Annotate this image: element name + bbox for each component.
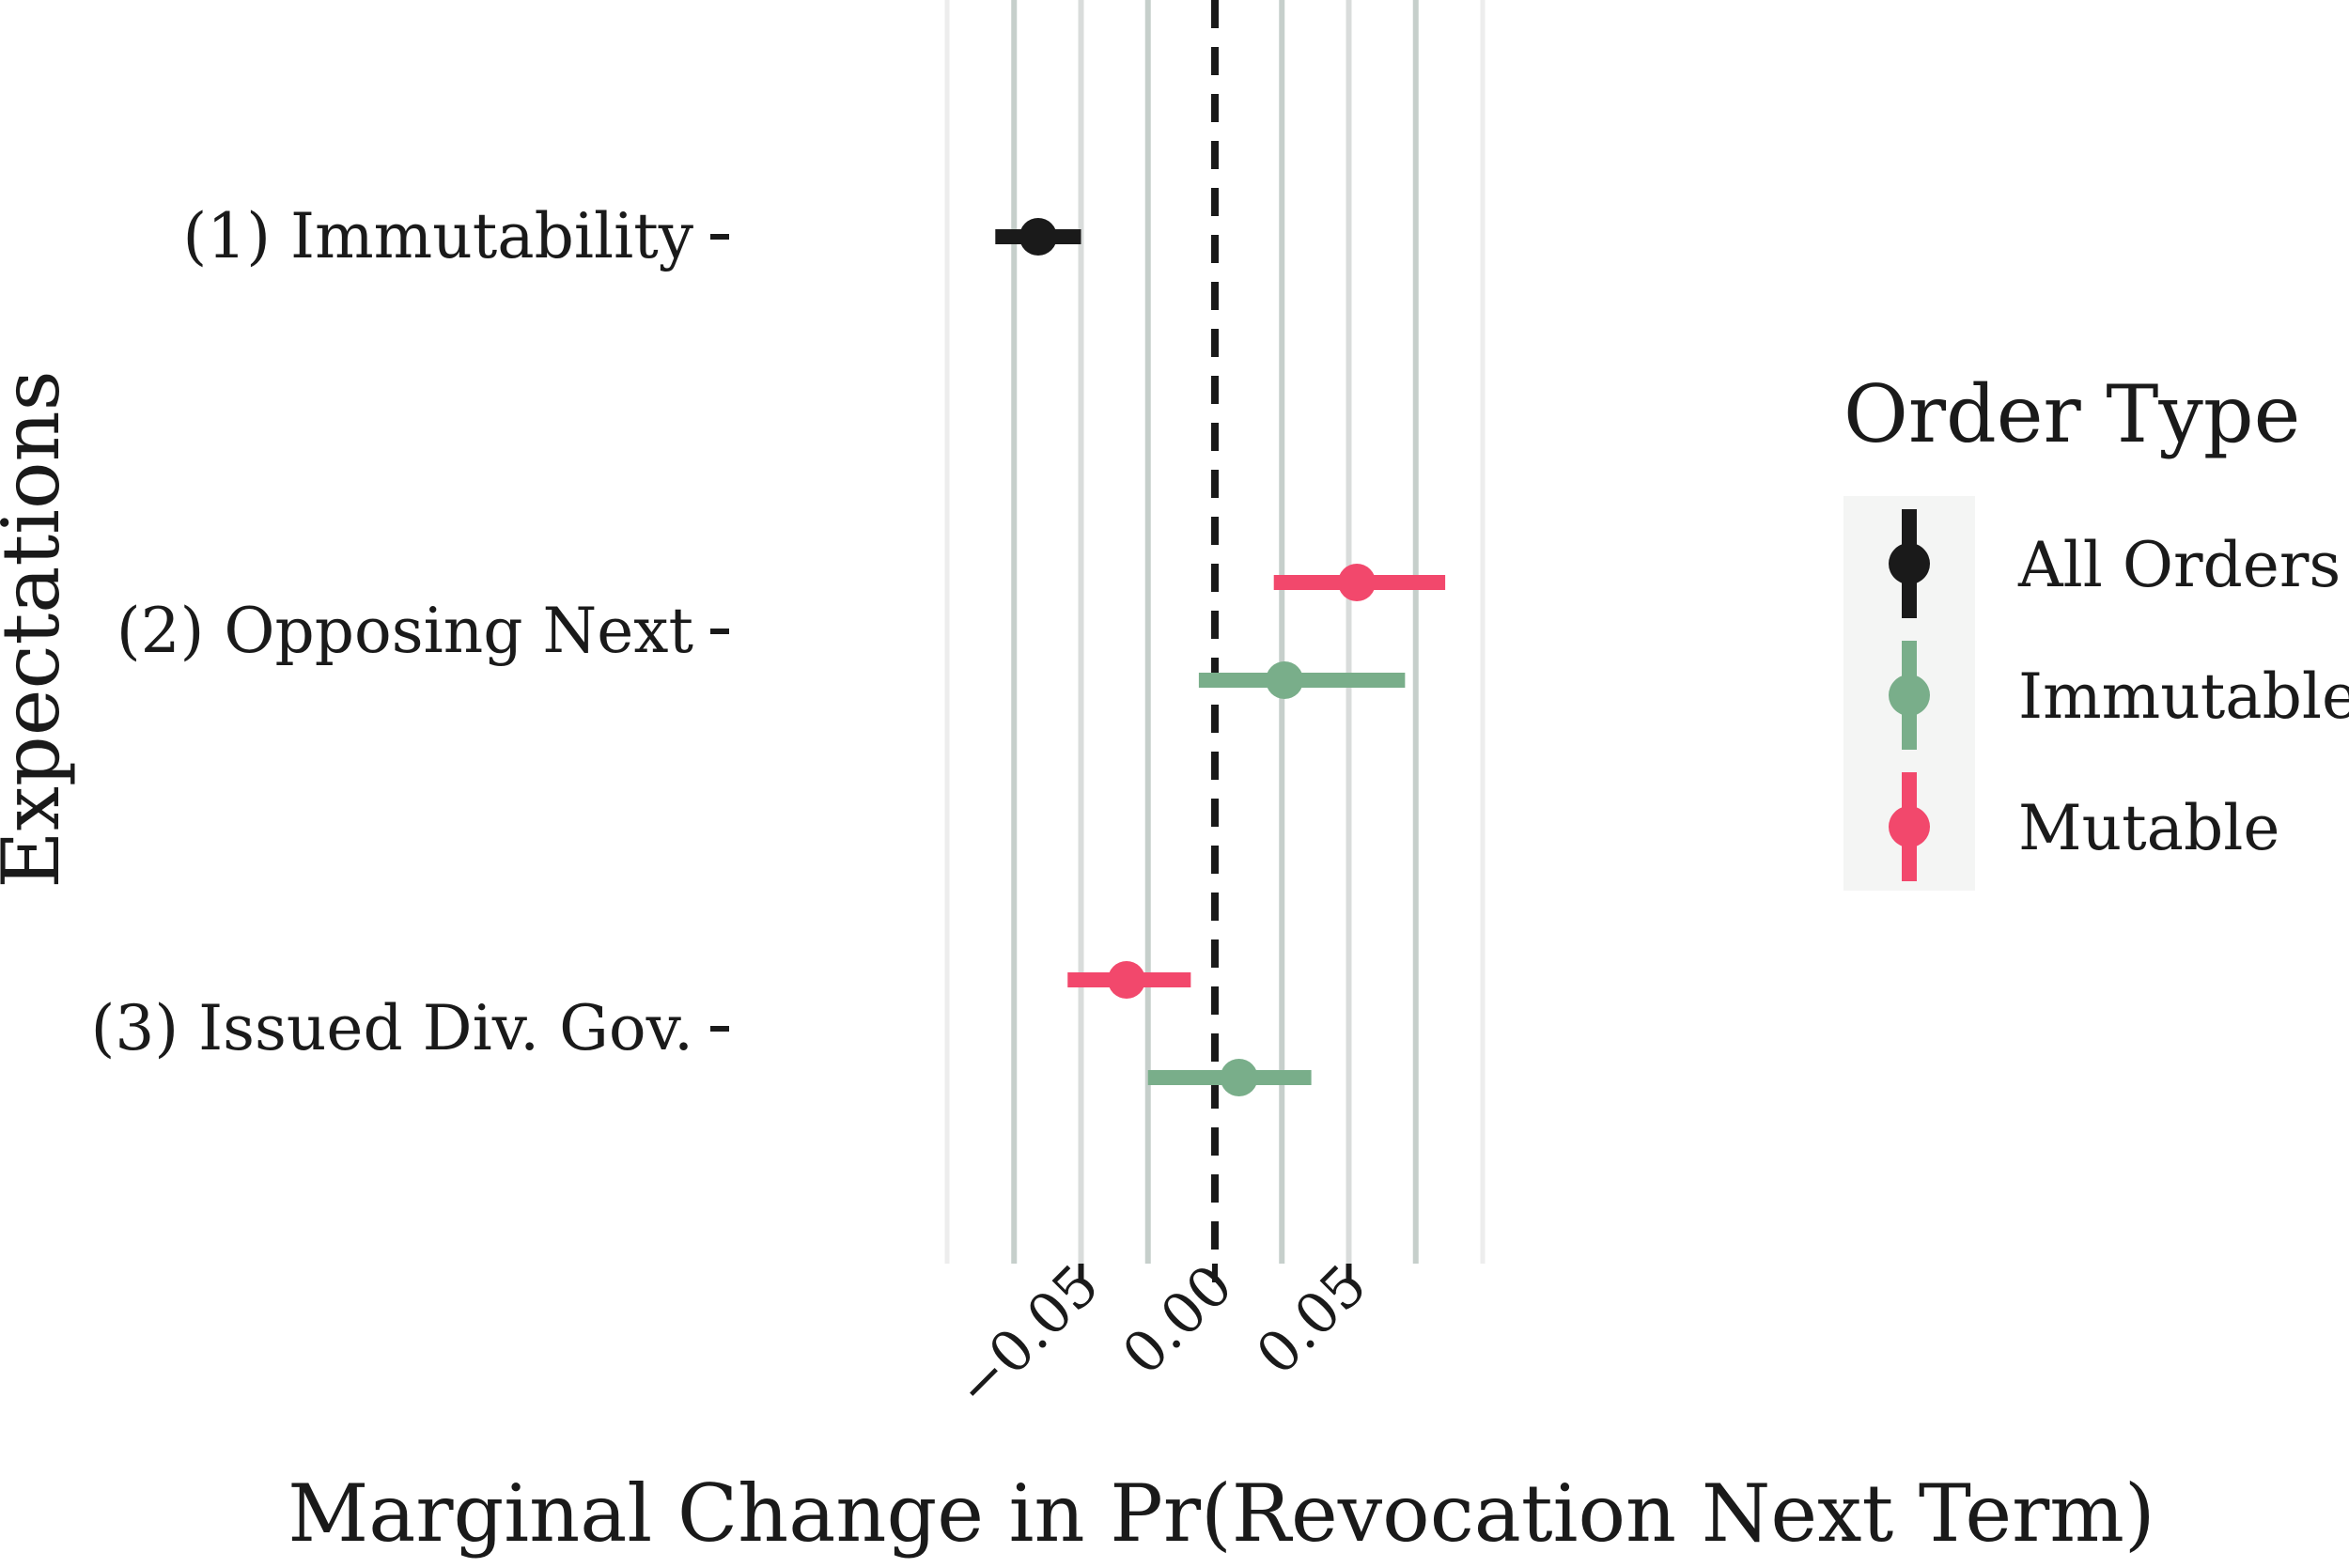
- y-tick-label: (2) Opposing Next: [117, 595, 693, 667]
- y-axis-title: Expectations: [0, 370, 77, 888]
- x-axis-title: Marginal Change in Pr(Revocation Next Te…: [288, 1467, 2155, 1560]
- legend-title: Order Type: [1843, 368, 2300, 460]
- x-tick-label: −0.05: [943, 1252, 1112, 1421]
- legend-key-point-immutable: [1889, 675, 1930, 716]
- legend: Order Type All Orders Immutable Mutable: [1843, 368, 2349, 891]
- estimate-point-immutable: [1266, 661, 1304, 699]
- estimate-point-immutable: [1220, 1059, 1258, 1096]
- estimate-point-all-orders: [1019, 218, 1057, 256]
- y-axis: (1) Immutability (2) Opposing Next (3) Iss…: [91, 200, 729, 1064]
- y-tick-label: (1) Immutability: [183, 200, 694, 272]
- grid-lines: [944, 0, 1486, 1264]
- estimate-point-mutable: [1107, 961, 1145, 999]
- legend-label-all-orders: All Orders: [2017, 529, 2341, 601]
- legend-key-point-all-orders: [1889, 543, 1930, 584]
- legend-key-point-mutable: [1889, 806, 1930, 847]
- x-tick-label: 0.00: [1111, 1252, 1246, 1388]
- x-tick-label: 0.05: [1244, 1252, 1379, 1388]
- x-axis: −0.050.000.05: [943, 1252, 1380, 1421]
- legend-label-mutable: Mutable: [2018, 792, 2279, 864]
- y-tick-label: (3) Issued Div. Gov.: [91, 992, 693, 1064]
- legend-label-immutable: Immutable: [2018, 660, 2349, 733]
- estimate-point-mutable: [1338, 564, 1377, 601]
- data-marks: [995, 218, 1446, 1096]
